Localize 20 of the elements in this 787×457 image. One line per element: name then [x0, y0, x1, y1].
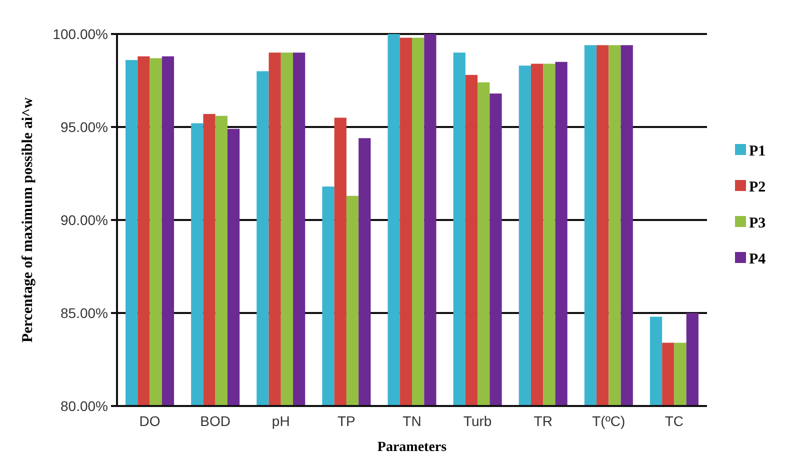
x-tick-label: BOD [200, 413, 231, 429]
legend-label: P3 [749, 215, 766, 232]
y-tick-label: 90.00% [60, 212, 108, 228]
y-tick-label: 100.00% [52, 26, 108, 42]
x-tick-label: Turb [463, 413, 492, 429]
legend-label: P2 [749, 179, 766, 196]
y-tick-label: 95.00% [60, 118, 108, 135]
x-axis-title: Parameters [377, 440, 448, 455]
x-tick-label: DO [139, 413, 160, 429]
x-tick-label: TC [664, 413, 684, 429]
x-tick-label: TN [402, 413, 422, 429]
legend-label: P4 [749, 251, 766, 268]
x-tick-label: pH [272, 413, 290, 429]
legend-label: P1 [749, 143, 766, 160]
y-tick-label: 80.00% [60, 398, 108, 414]
x-tick-label: TR [534, 413, 552, 429]
y-axis-title: Percentage of maximum possible ai^w [20, 97, 36, 343]
y-tick-label: 85.00% [60, 304, 108, 321]
x-tick-label: TP [338, 413, 356, 429]
x-tick-label: T(ºC) [592, 413, 626, 429]
